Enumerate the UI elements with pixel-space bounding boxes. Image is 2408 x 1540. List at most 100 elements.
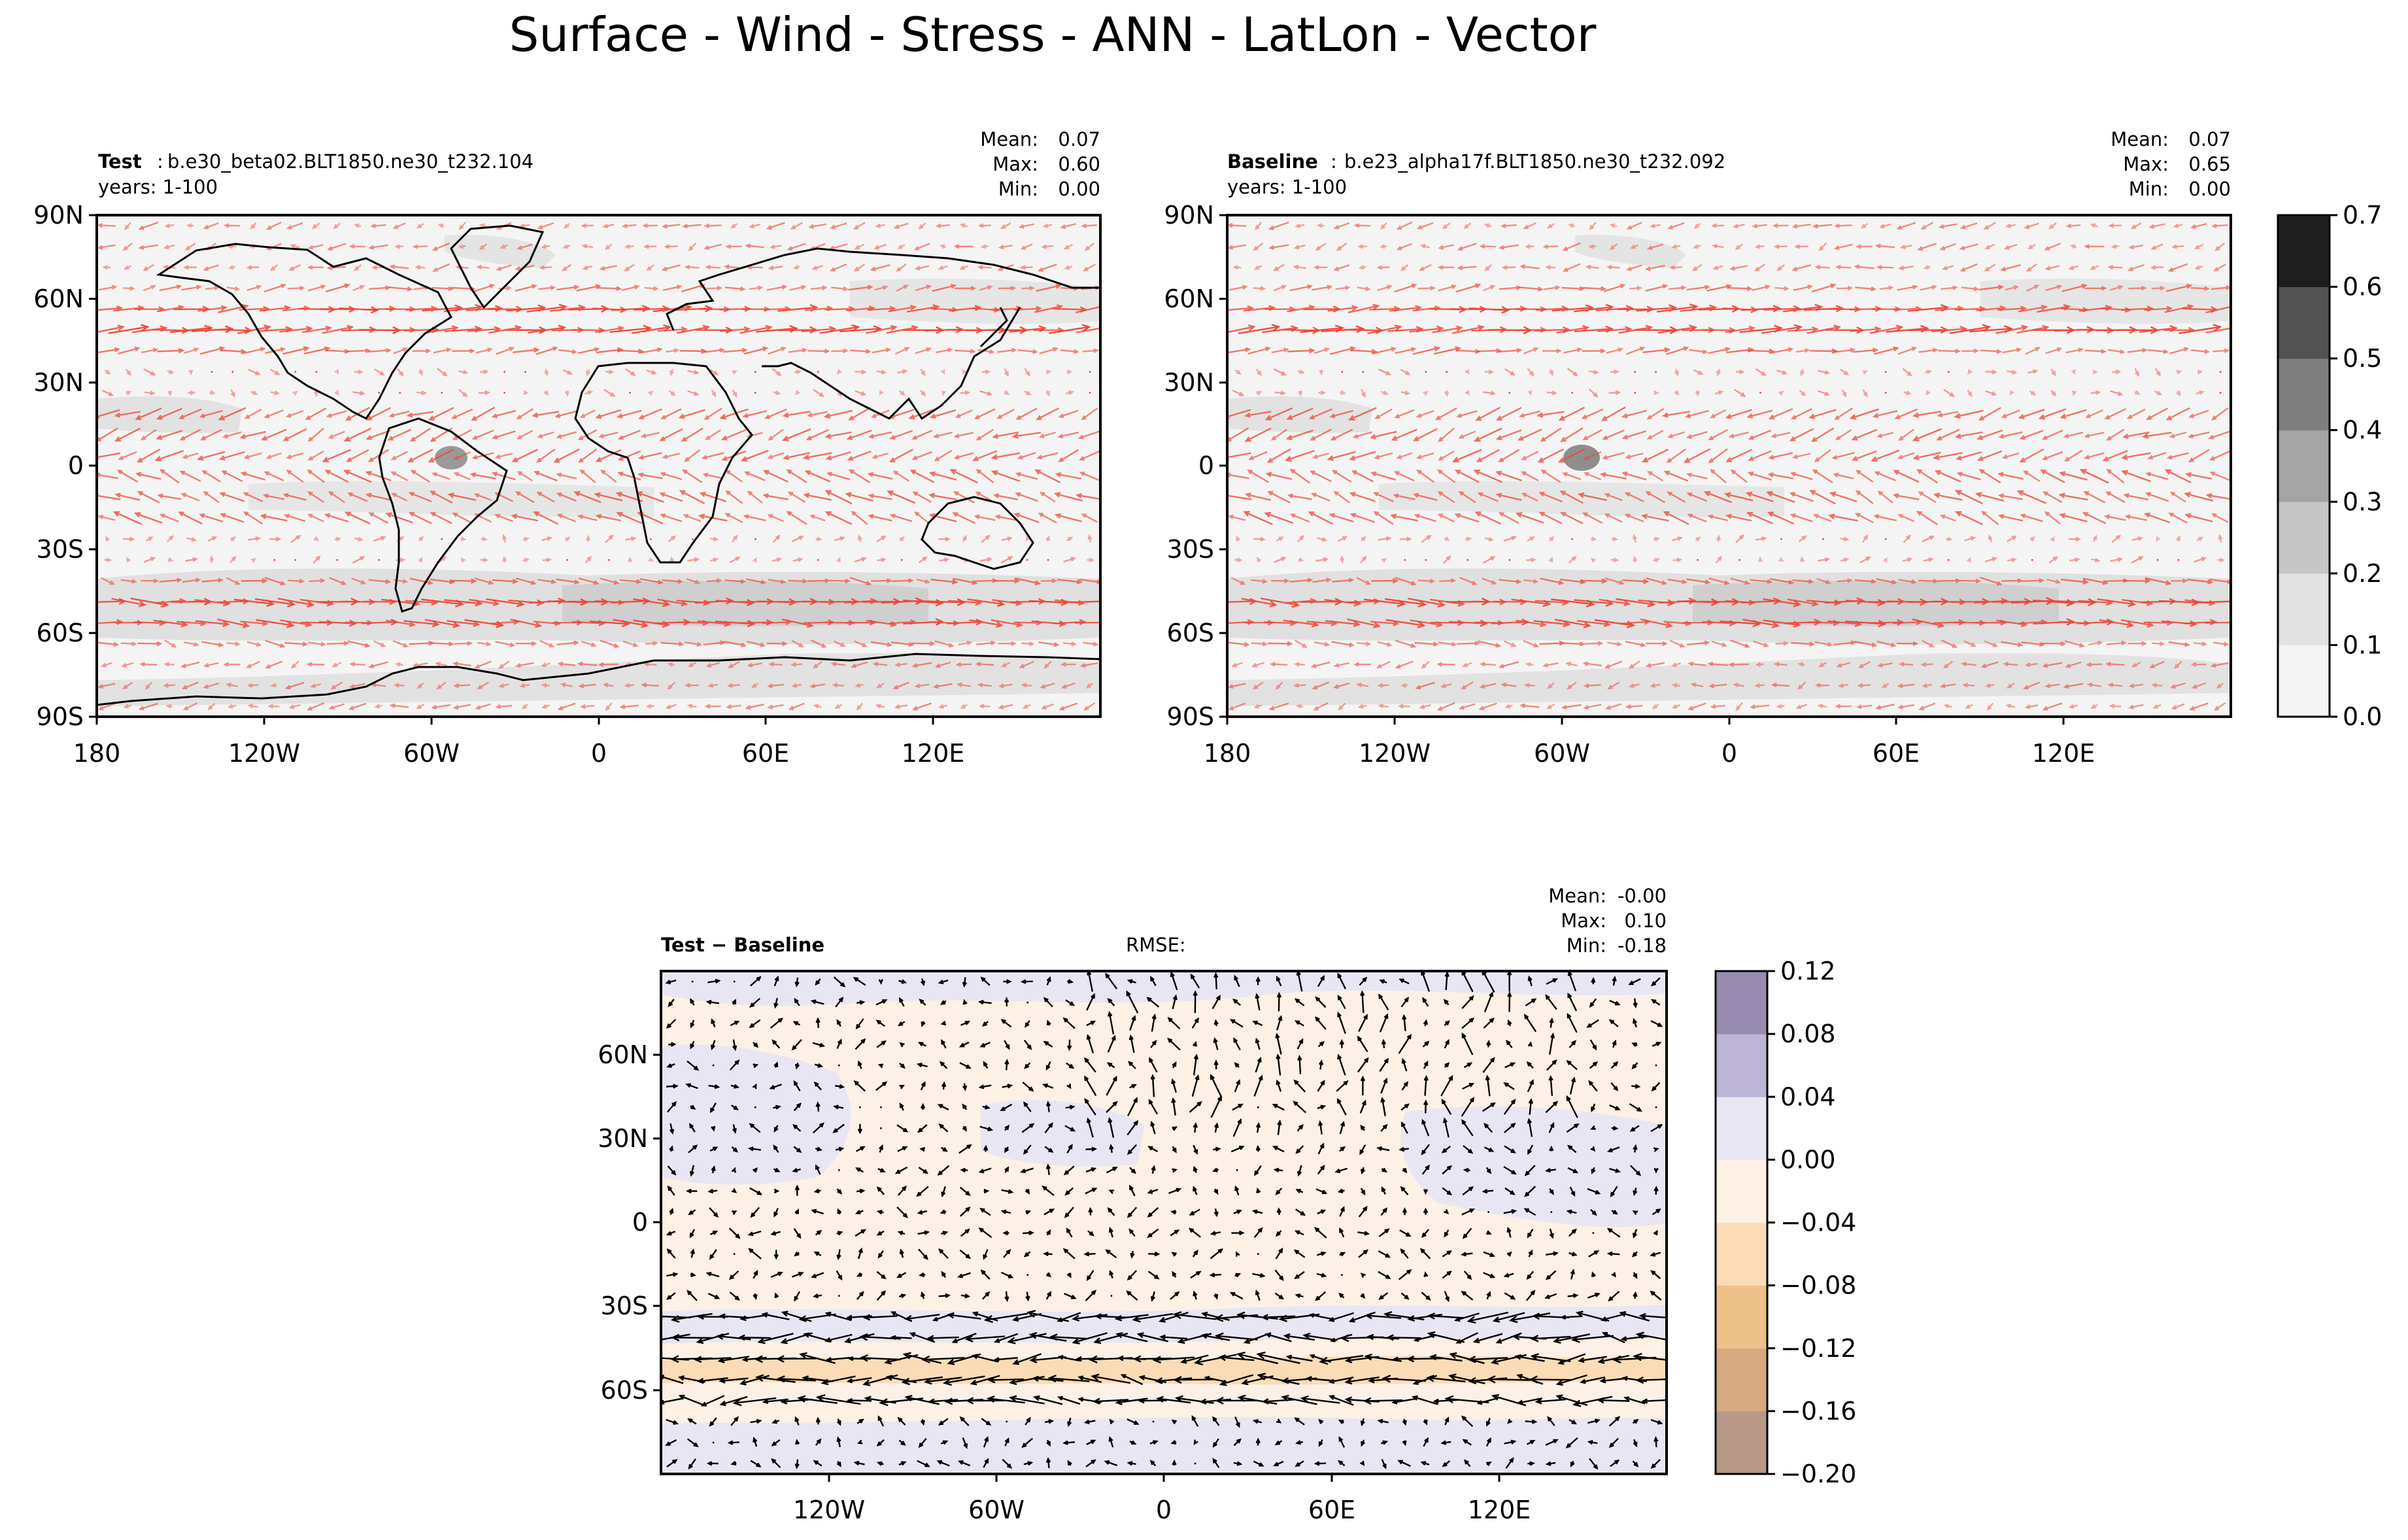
vector-arrow — [1498, 512, 1519, 524]
vector-arrow — [1378, 993, 1389, 1011]
vector-arrow — [313, 555, 321, 564]
vector-arrow — [834, 704, 843, 709]
vector-arrow — [1108, 1436, 1114, 1448]
vector-arrow — [1606, 347, 1624, 354]
vector-arrow — [263, 409, 284, 419]
vector-arrow — [1129, 1015, 1136, 1031]
vector-arrow — [1621, 409, 1647, 419]
vector-arrow — [1025, 536, 1030, 542]
vector-arrow — [846, 1377, 872, 1384]
vector-arrow — [1650, 1252, 1661, 1257]
vector-arrow — [1490, 1354, 1527, 1365]
vector-arrow — [1672, 557, 1683, 562]
vector-arrow — [602, 224, 615, 229]
vector-arrow — [222, 431, 242, 439]
vector-arrow — [466, 305, 503, 312]
vector-arrow — [848, 469, 871, 483]
vector-arrow — [733, 1253, 736, 1255]
vector-arrow — [1295, 1208, 1306, 1216]
vector-arrow — [1271, 347, 1289, 354]
vector-arrow — [1377, 284, 1393, 292]
vector-arrow — [1518, 286, 1544, 292]
vector-arrow — [983, 1144, 989, 1152]
vector-arrow — [2007, 369, 2018, 375]
vector-arrow — [1519, 264, 1540, 269]
vector-arrow — [707, 1293, 721, 1299]
vector-arrow — [750, 1460, 762, 1467]
vector-arrow — [123, 265, 132, 270]
vector-arrow — [1422, 997, 1429, 1007]
vector-arrow — [1251, 662, 1264, 668]
vector-arrow — [279, 326, 314, 333]
vector-arrow — [2219, 371, 2222, 373]
vector-arrow — [1004, 390, 1010, 395]
vector-arrow — [854, 556, 867, 563]
vector-arrow — [390, 471, 409, 481]
vector-arrow — [2026, 263, 2037, 272]
vector-arrow — [1536, 411, 1565, 418]
vector-arrow — [1378, 1250, 1391, 1258]
vector-arrow — [1023, 1039, 1032, 1050]
vector-arrow — [2006, 682, 2015, 689]
vector-arrow — [1108, 1117, 1115, 1138]
test-coast-africa — [574, 362, 753, 564]
vector-arrow — [581, 243, 594, 249]
vector-arrow — [1024, 1062, 1031, 1069]
vector-arrow — [1545, 1461, 1556, 1466]
vector-arrow — [859, 1354, 901, 1362]
vector-arrow — [181, 284, 202, 291]
vector-arrow — [1608, 1416, 1621, 1427]
vector-arrow — [102, 265, 111, 270]
vector-arrow — [556, 284, 580, 291]
vector-arrow — [938, 704, 948, 709]
vector-arrow — [998, 641, 1017, 646]
vector-arrow — [761, 1312, 790, 1320]
vector-arrow — [1570, 1269, 1575, 1280]
vector-arrow — [811, 265, 824, 271]
vector-arrow — [638, 408, 662, 420]
vector-arrow — [792, 1021, 801, 1026]
vector-arrow — [2128, 704, 2144, 710]
vector-arrow — [952, 512, 976, 524]
vector-arrow — [433, 347, 452, 354]
vector-arrow — [452, 661, 471, 666]
vector-arrow — [2176, 390, 2180, 397]
vector-arrow — [2068, 536, 2082, 542]
vector-arrow — [911, 430, 933, 440]
vector-arrow — [938, 1248, 949, 1259]
vector-arrow — [1829, 491, 1857, 502]
vector-arrow — [941, 1271, 947, 1278]
vector-arrow — [1527, 1228, 1534, 1239]
colorbar-swatch — [1716, 971, 1767, 1035]
vector-arrow — [1525, 998, 1537, 1006]
vector-arrow — [1461, 1032, 1474, 1055]
vector-arrow — [1075, 493, 1100, 500]
vector-arrow — [1317, 1080, 1325, 1092]
vector-arrow — [539, 265, 552, 270]
vector-arrow — [1264, 1332, 1292, 1343]
vector-arrow — [1854, 264, 1874, 269]
vector-arrow — [1337, 995, 1346, 1010]
vector-arrow — [1438, 578, 1457, 583]
vector-arrow — [1629, 1165, 1642, 1176]
vector-arrow — [1691, 264, 1703, 271]
vector-arrow — [832, 1123, 845, 1133]
vector-arrow — [2166, 283, 2193, 292]
vector-arrow — [195, 620, 230, 627]
vector-arrow — [970, 1375, 1000, 1386]
vector-arrow — [1295, 223, 1305, 228]
baseline-y-tick-label: 90S — [1167, 702, 1214, 731]
vector-arrow — [578, 577, 600, 585]
vector-arrow — [704, 407, 722, 420]
vector-arrow — [867, 305, 896, 312]
vector-arrow — [2050, 390, 2057, 397]
vector-arrow — [668, 535, 677, 543]
vector-arrow — [1054, 513, 1082, 522]
vector-arrow — [1851, 428, 1878, 441]
vector-arrow — [619, 579, 642, 584]
vector-arrow — [1923, 557, 1934, 562]
vector-arrow — [1063, 243, 1074, 250]
vector-arrow — [294, 558, 297, 561]
vector-arrow — [1086, 1021, 1096, 1027]
colorbar-top-ticks: 0.70.60.50.40.30.20.10.0 — [2330, 201, 2382, 731]
